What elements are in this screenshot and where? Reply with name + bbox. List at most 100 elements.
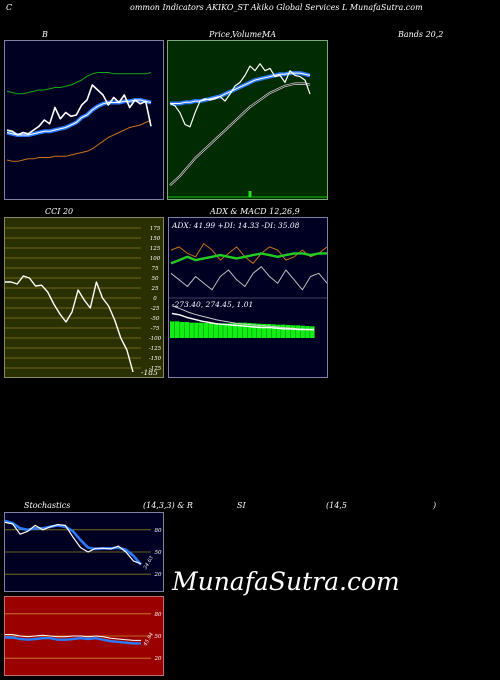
cci-tick-label: 175 bbox=[150, 226, 161, 232]
adx-title: ADX & MACD 12,26,9 bbox=[210, 207, 300, 216]
macd-histogram-bar bbox=[218, 323, 223, 338]
ma-long-core bbox=[169, 83, 311, 186]
header-title: ommon Indicators AKIKO_ST Akiko Global S… bbox=[130, 3, 423, 12]
stoch-title-b: (14,3,3) & R bbox=[143, 501, 193, 510]
macd-histogram-bar bbox=[281, 324, 286, 338]
stoch-title-e: ) bbox=[433, 501, 437, 510]
macd-signal-line bbox=[171, 305, 315, 331]
stoch-title-a: Stochastics bbox=[24, 501, 71, 510]
macd-histogram-bar bbox=[174, 321, 180, 338]
adx-line bbox=[170, 252, 327, 265]
stoch-d-line bbox=[5, 519, 142, 566]
macd-histogram-bar bbox=[295, 325, 301, 338]
cci-tick-label: 125 bbox=[150, 246, 161, 252]
bands-title: Bands 20,2 bbox=[398, 30, 444, 39]
stoch-tick-label: 80 bbox=[155, 528, 162, 534]
cci-tick-label: 100 bbox=[150, 256, 161, 262]
macd-histogram-bar bbox=[184, 322, 190, 338]
price-title-a: Price, bbox=[209, 30, 233, 39]
minus-di-line bbox=[170, 243, 327, 264]
macd-histogram-bar bbox=[227, 323, 233, 338]
stoch-tick-label: 50 bbox=[155, 550, 162, 556]
price-title-b: Volume, bbox=[232, 30, 265, 39]
rsi-panel: 80 50 20 45.94 bbox=[4, 596, 164, 676]
macd-histogram-bar bbox=[198, 322, 204, 338]
macd-histogram-bar bbox=[242, 322, 248, 338]
cci-tick-label: -75 bbox=[151, 326, 160, 332]
macd-histogram-bar bbox=[271, 324, 276, 338]
price-chart bbox=[168, 63, 327, 198]
upper-band-line bbox=[6, 72, 152, 95]
macd-histogram-bar bbox=[266, 324, 272, 338]
cci-tick-label: -150 bbox=[149, 356, 162, 362]
macd-histogram-bar bbox=[305, 326, 310, 338]
price-panel bbox=[167, 40, 328, 200]
macd-histogram-bar bbox=[194, 322, 199, 338]
rsi-line bbox=[5, 634, 141, 641]
macd-histogram-bar bbox=[203, 323, 209, 338]
stoch-last-value: 34.63 bbox=[143, 555, 155, 570]
cci-tick-label: -100 bbox=[149, 336, 162, 342]
macd-histogram-bar bbox=[237, 322, 243, 338]
macd-histogram-bar bbox=[261, 324, 267, 338]
bollinger-chart bbox=[6, 72, 152, 162]
cci-tick-label: -50 bbox=[151, 316, 160, 322]
rsi-last-value: 45.94 bbox=[142, 632, 155, 648]
macd-histogram-bar bbox=[256, 323, 262, 338]
rsi-tick-label: 20 bbox=[154, 656, 162, 662]
cci-chart: 175 150 125 100 75 50 25 0 -25 -50 -75 -100 -125 -150… bbox=[5, 226, 162, 377]
bollinger-title: B bbox=[42, 30, 48, 39]
plus-di-line bbox=[170, 266, 327, 291]
macd-histogram-bar bbox=[208, 323, 214, 338]
stoch-k-line bbox=[5, 521, 142, 565]
macd-histogram-bar bbox=[213, 323, 219, 338]
cci-tick-label: 50 bbox=[152, 276, 159, 282]
cci-line bbox=[5, 275, 134, 373]
cci-tick-label: 150 bbox=[150, 236, 161, 242]
cci-tick-label: -175 bbox=[149, 366, 162, 372]
macd-histogram-bar bbox=[310, 326, 315, 338]
stochastics-chart: 80 50 20 34.63 bbox=[5, 519, 162, 578]
macd-histogram-bar bbox=[170, 321, 175, 338]
stoch-panel: 80 50 20 34.63 bbox=[4, 512, 164, 592]
cci-panel: 175 150 125 100 75 50 25 0 -25 -50 -75 -100 -125 -150… bbox=[4, 217, 164, 378]
cci-tick-label: -25 bbox=[151, 306, 160, 312]
cci-tick-label: 25 bbox=[151, 286, 159, 292]
cci-tick-label: 75 bbox=[152, 266, 159, 272]
adx-macd-chart bbox=[169, 243, 327, 338]
price-title-c: MA bbox=[262, 30, 276, 39]
volume-bar bbox=[248, 191, 252, 197]
stoch-title-c: SI bbox=[237, 501, 246, 510]
rsi-avg-line bbox=[5, 636, 141, 645]
ma-short-core bbox=[170, 72, 311, 104]
stoch-title-d: (14,5 bbox=[326, 501, 347, 510]
macd-histogram-bar bbox=[300, 325, 305, 338]
macd-values: -273.40, 274.45, 1.01 bbox=[172, 300, 254, 309]
macd-histogram-bar bbox=[232, 323, 238, 338]
cci-last-value: -185 bbox=[141, 368, 158, 377]
macd-histogram-bar bbox=[223, 323, 228, 338]
cci-tick-label: -125 bbox=[149, 346, 162, 352]
adx-values: ADX: 41.99 +DI: 14.33 -DI: 35.08 bbox=[172, 221, 300, 230]
macd-line bbox=[171, 312, 314, 331]
price-line bbox=[169, 63, 311, 128]
bollinger-panel bbox=[4, 40, 164, 200]
macd-histogram-bar bbox=[179, 322, 185, 338]
rsi-chart: 80 50 20 45.94 bbox=[5, 612, 162, 662]
macd-histogram-bar bbox=[189, 322, 194, 338]
cci-tick-label: 0 bbox=[153, 296, 157, 302]
ma-short-line bbox=[170, 71, 311, 106]
cci-title: CCI 20 bbox=[45, 207, 74, 216]
rsi-tick-label: 80 bbox=[155, 612, 162, 618]
header-c: C bbox=[6, 3, 13, 12]
macd-histogram-bar bbox=[276, 324, 281, 338]
adx-panel: ADX: 41.99 +DI: 14.33 -DI: 35.08 -273.40… bbox=[168, 217, 328, 378]
macd-histogram-bar bbox=[285, 325, 291, 338]
macd-histogram-bar bbox=[247, 323, 252, 338]
rsi-tick-label: 50 bbox=[155, 634, 162, 640]
stoch-tick-label: 20 bbox=[154, 572, 162, 578]
price-line bbox=[6, 84, 152, 136]
watermark: MunafaSutra.com bbox=[172, 567, 400, 596]
ma-long-line bbox=[169, 82, 311, 187]
macd-histogram-bar bbox=[290, 325, 296, 338]
